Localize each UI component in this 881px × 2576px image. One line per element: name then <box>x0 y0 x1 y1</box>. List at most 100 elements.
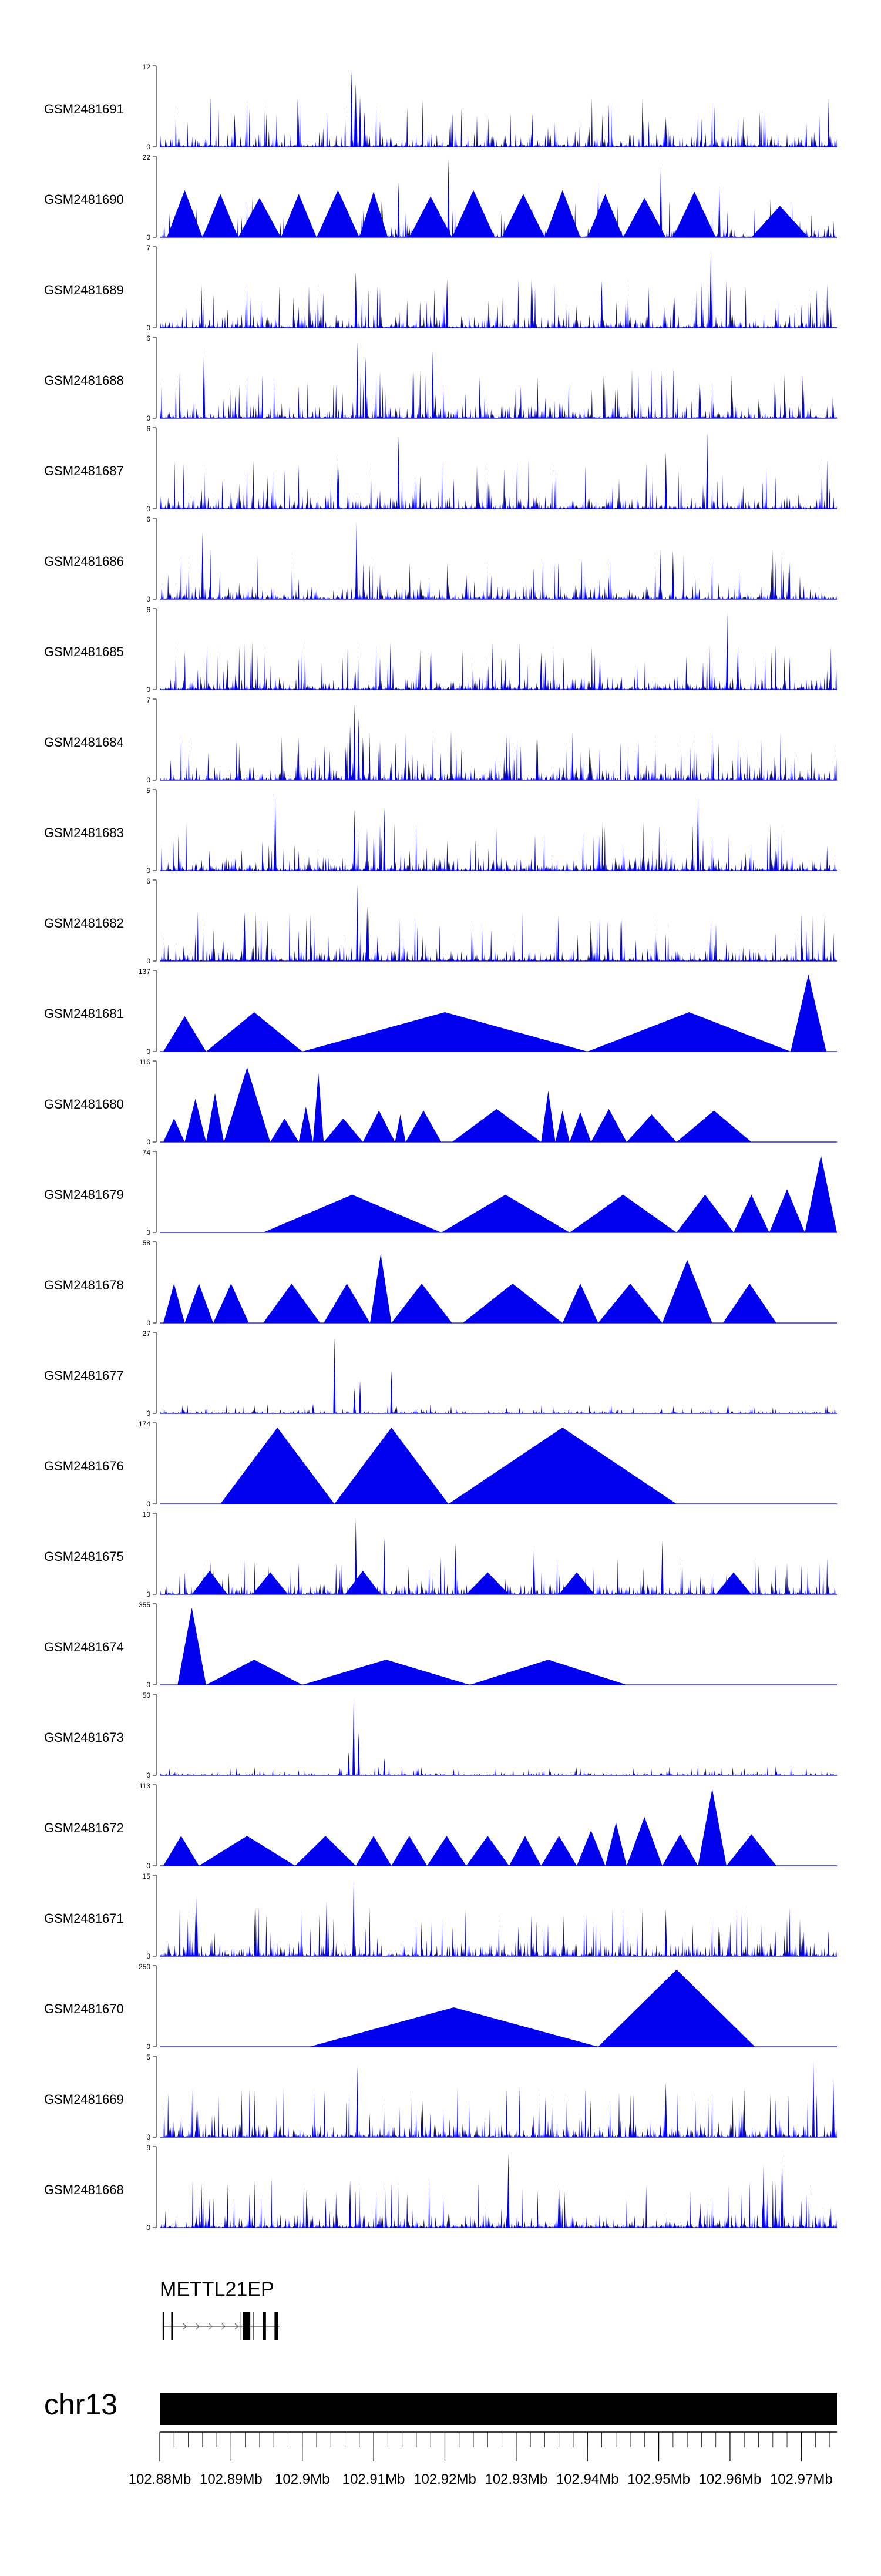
coverage-spike <box>356 885 359 961</box>
track-GSM2481676: GSM2481676 174 0 <box>44 1420 837 1508</box>
coverage-peak <box>163 1016 206 1052</box>
y-max-label: 27 <box>143 1329 151 1338</box>
coverage-peak <box>252 1572 288 1594</box>
coverage-peak <box>302 1660 470 1685</box>
coverage-peak <box>569 1112 591 1142</box>
coverage-peak <box>715 1572 752 1594</box>
coverage-peak <box>452 190 495 237</box>
x-tick-label: 102.97Mb <box>770 2471 833 2487</box>
coverage-peak <box>555 1110 570 1142</box>
y-max-label: 9 <box>146 2144 150 2152</box>
coverage-spike <box>337 454 339 509</box>
coverage-peak <box>805 1155 837 1232</box>
coverage-peak <box>769 1189 805 1232</box>
coverage-peak <box>544 190 581 237</box>
y-min-label: 0 <box>146 1138 150 1146</box>
coverage-peak <box>295 1836 356 1866</box>
coverage-peak <box>298 1106 313 1142</box>
y-max-label: 6 <box>146 425 150 433</box>
coverage-spike <box>363 111 366 147</box>
coverage-background <box>160 368 837 418</box>
coverage-spike <box>383 1758 386 1775</box>
coverage-spike <box>447 159 450 237</box>
coverage-spike <box>201 532 204 599</box>
coverage-peak <box>184 1284 214 1323</box>
coverage-background <box>160 1404 837 1413</box>
coverage-spike <box>697 795 700 871</box>
coverage-spike <box>353 1388 356 1413</box>
track-GSM2481677: GSM2481677 27 0 <box>44 1329 837 1418</box>
y-max-label: 5 <box>146 787 150 795</box>
track-label: GSM2481680 <box>44 1097 124 1111</box>
y-min-label: 0 <box>146 324 150 332</box>
coverage-peak <box>312 1073 324 1142</box>
coverage-spike <box>353 809 356 871</box>
coverage-spike <box>364 357 367 418</box>
coverage-peak <box>334 1428 449 1504</box>
track-label: GSM2481685 <box>44 644 124 659</box>
coverage-spike <box>233 113 236 147</box>
track-GSM2481671: GSM2481671 15 0 <box>44 1872 837 1960</box>
y-max-label: 12 <box>143 63 151 71</box>
coverage-spike <box>274 793 277 871</box>
coverage-spike <box>359 95 362 147</box>
y-min-label: 0 <box>146 686 150 694</box>
coverage-peak <box>206 1012 302 1052</box>
track-GSM2481690: GSM2481690 22 0 <box>44 153 837 241</box>
strand-arrow <box>221 2323 226 2330</box>
coverage-background <box>160 911 837 961</box>
coverage-peak <box>391 1836 428 1866</box>
coverage-peak <box>577 1830 606 1866</box>
track-GSM2481669: GSM2481669 5 0 <box>44 2053 837 2141</box>
coverage-spike <box>597 182 600 237</box>
y-max-label: 116 <box>139 1058 150 1066</box>
coverage-peak <box>362 1110 395 1142</box>
track-label: GSM2481673 <box>44 1730 124 1745</box>
coverage-peak <box>569 1194 677 1232</box>
y-min-label: 0 <box>146 1862 150 1870</box>
coverage-peak <box>238 198 281 237</box>
y-min-label: 0 <box>146 595 150 603</box>
coverage-spike <box>671 550 674 599</box>
coverage-peak <box>409 196 452 237</box>
x-tick-label: 102.9Mb <box>275 2471 329 2487</box>
coverage-peak <box>405 1110 442 1142</box>
track-label: GSM2481672 <box>44 1821 124 1835</box>
x-tick-label: 102.88Mb <box>129 2471 191 2487</box>
gene-model: METTL21EP <box>160 2278 280 2340</box>
coverage-spike <box>540 651 543 690</box>
coverage-spike <box>347 1751 350 1775</box>
coverage-peak <box>448 1428 677 1504</box>
coverage-peak <box>751 206 809 237</box>
track-label: GSM2481669 <box>44 2092 124 2107</box>
coverage-peak <box>623 198 666 237</box>
x-tick-label: 102.95Mb <box>627 2471 690 2487</box>
track-GSM2481668: GSM2481668 9 0 <box>44 2144 837 2232</box>
track-GSM2481680: GSM2481680 116 0 <box>44 1058 837 1146</box>
y-min-label: 0 <box>146 505 150 513</box>
track-label: GSM2481670 <box>44 2001 124 2016</box>
coverage-spike <box>812 2061 815 2137</box>
coverage-spike <box>355 522 358 599</box>
coverage-spike <box>203 347 206 418</box>
coverage-spike <box>352 1879 355 1956</box>
coverage-peak <box>391 1284 452 1323</box>
coverage-background <box>160 277 837 328</box>
track-GSM2481675: GSM2481675 10 0 <box>44 1510 837 1598</box>
coverage-background <box>160 2177 837 2228</box>
track-GSM2481681: GSM2481681 137 0 <box>44 968 837 1056</box>
coverage-spike <box>660 160 663 237</box>
coverage-spike <box>353 704 356 780</box>
coverage-peak <box>591 1109 627 1142</box>
coverage-peak <box>324 1284 371 1323</box>
y-min-label: 0 <box>146 1681 150 1689</box>
coverage-peak <box>370 1254 392 1323</box>
y-min-label: 0 <box>146 957 150 965</box>
coverage-spike <box>557 2180 560 2228</box>
coverage-peak <box>734 1194 769 1232</box>
y-max-label: 174 <box>139 1420 150 1428</box>
coverage-spike <box>333 1337 336 1413</box>
y-min-label: 0 <box>146 143 150 151</box>
coverage-peak <box>191 1570 228 1594</box>
coverage-spike <box>726 612 729 690</box>
